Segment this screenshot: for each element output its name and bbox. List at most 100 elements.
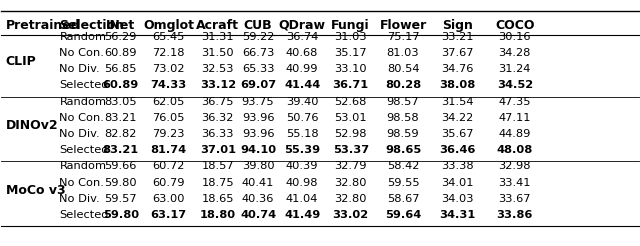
Text: INet: INet	[106, 19, 136, 32]
Text: DINOv2: DINOv2	[6, 119, 58, 132]
Text: 80.28: 80.28	[385, 80, 421, 91]
Text: 80.54: 80.54	[387, 64, 419, 74]
Text: Omglot: Omglot	[143, 19, 194, 32]
Text: 59.55: 59.55	[387, 178, 419, 187]
Text: 59.80: 59.80	[102, 210, 139, 220]
Text: 72.18: 72.18	[152, 48, 185, 58]
Text: 18.57: 18.57	[202, 161, 234, 171]
Text: Fungi: Fungi	[332, 19, 370, 32]
Text: 33.12: 33.12	[200, 80, 236, 91]
Text: 31.54: 31.54	[441, 97, 474, 107]
Text: 60.72: 60.72	[152, 161, 185, 171]
Text: 34.28: 34.28	[499, 48, 531, 58]
Text: 34.03: 34.03	[441, 194, 474, 204]
Text: 53.37: 53.37	[333, 145, 369, 155]
Text: Sign: Sign	[442, 19, 473, 32]
Text: 75.17: 75.17	[387, 32, 419, 42]
Text: No Div.: No Div.	[60, 129, 100, 139]
Text: 59.22: 59.22	[242, 32, 275, 42]
Text: 40.99: 40.99	[286, 64, 318, 74]
Text: 81.74: 81.74	[150, 145, 187, 155]
Text: 40.98: 40.98	[286, 178, 318, 187]
Text: 93.96: 93.96	[242, 113, 275, 123]
Text: 79.23: 79.23	[152, 129, 185, 139]
Text: 56.85: 56.85	[104, 64, 137, 74]
Text: 33.38: 33.38	[441, 161, 474, 171]
Text: Selected: Selected	[60, 145, 109, 155]
Text: 30.16: 30.16	[499, 32, 531, 42]
Text: 33.67: 33.67	[499, 194, 531, 204]
Text: 47.11: 47.11	[499, 113, 531, 123]
Text: Random: Random	[60, 32, 106, 42]
Text: Selection: Selection	[60, 19, 124, 32]
Text: 55.39: 55.39	[284, 145, 320, 155]
Text: 39.80: 39.80	[242, 161, 275, 171]
Text: 34.01: 34.01	[441, 178, 474, 187]
Text: 55.18: 55.18	[286, 129, 319, 139]
Text: 69.07: 69.07	[240, 80, 276, 91]
Text: 52.68: 52.68	[335, 97, 367, 107]
Text: Acraft: Acraft	[196, 19, 239, 32]
Text: 37.67: 37.67	[441, 48, 474, 58]
Text: COCO: COCO	[495, 19, 534, 32]
Text: 59.57: 59.57	[104, 194, 137, 204]
Text: 36.71: 36.71	[333, 80, 369, 91]
Text: 94.10: 94.10	[240, 145, 276, 155]
Text: 63.17: 63.17	[150, 210, 187, 220]
Text: 66.73: 66.73	[242, 48, 275, 58]
Text: 36.33: 36.33	[202, 129, 234, 139]
Text: 36.46: 36.46	[439, 145, 476, 155]
Text: 33.10: 33.10	[334, 64, 367, 74]
Text: MoCo v3: MoCo v3	[6, 184, 65, 197]
Text: CLIP: CLIP	[6, 55, 36, 68]
Text: 40.36: 40.36	[242, 194, 275, 204]
Text: No Con.: No Con.	[60, 178, 104, 187]
Text: 18.75: 18.75	[202, 178, 234, 187]
Text: 60.89: 60.89	[104, 48, 137, 58]
Text: Pretrained: Pretrained	[6, 19, 81, 32]
Text: 31.24: 31.24	[499, 64, 531, 74]
Text: 98.65: 98.65	[385, 145, 421, 155]
Text: 53.01: 53.01	[334, 113, 367, 123]
Text: 98.58: 98.58	[387, 113, 419, 123]
Text: 98.57: 98.57	[387, 97, 419, 107]
Text: 83.21: 83.21	[102, 145, 139, 155]
Text: 34.22: 34.22	[441, 113, 474, 123]
Text: 63.00: 63.00	[152, 194, 185, 204]
Text: 59.66: 59.66	[104, 161, 137, 171]
Text: 33.21: 33.21	[441, 32, 474, 42]
Text: 44.89: 44.89	[499, 129, 531, 139]
Text: 56.29: 56.29	[104, 32, 137, 42]
Text: 40.74: 40.74	[240, 210, 276, 220]
Text: 93.75: 93.75	[242, 97, 275, 107]
Text: 40.39: 40.39	[286, 161, 318, 171]
Text: 39.40: 39.40	[286, 97, 318, 107]
Text: 35.17: 35.17	[334, 48, 367, 58]
Text: 60.79: 60.79	[152, 178, 185, 187]
Text: 83.21: 83.21	[104, 113, 137, 123]
Text: 32.98: 32.98	[499, 161, 531, 171]
Text: No Div.: No Div.	[60, 194, 100, 204]
Text: 58.42: 58.42	[387, 161, 419, 171]
Text: 31.50: 31.50	[202, 48, 234, 58]
Text: No Div.: No Div.	[60, 64, 100, 74]
Text: 35.67: 35.67	[441, 129, 474, 139]
Text: Selected: Selected	[60, 210, 109, 220]
Text: 36.32: 36.32	[202, 113, 234, 123]
Text: 18.65: 18.65	[202, 194, 234, 204]
Text: 38.08: 38.08	[439, 80, 476, 91]
Text: No Con.: No Con.	[60, 48, 104, 58]
Text: 34.31: 34.31	[439, 210, 476, 220]
Text: 81.03: 81.03	[387, 48, 419, 58]
Text: 59.64: 59.64	[385, 210, 421, 220]
Text: 65.33: 65.33	[242, 64, 275, 74]
Text: 82.82: 82.82	[104, 129, 137, 139]
Text: 32.53: 32.53	[202, 64, 234, 74]
Text: 58.67: 58.67	[387, 194, 419, 204]
Text: 65.45: 65.45	[152, 32, 185, 42]
Text: 98.59: 98.59	[387, 129, 419, 139]
Text: 32.79: 32.79	[335, 161, 367, 171]
Text: 40.41: 40.41	[242, 178, 275, 187]
Text: 48.08: 48.08	[497, 145, 533, 155]
Text: 62.05: 62.05	[152, 97, 185, 107]
